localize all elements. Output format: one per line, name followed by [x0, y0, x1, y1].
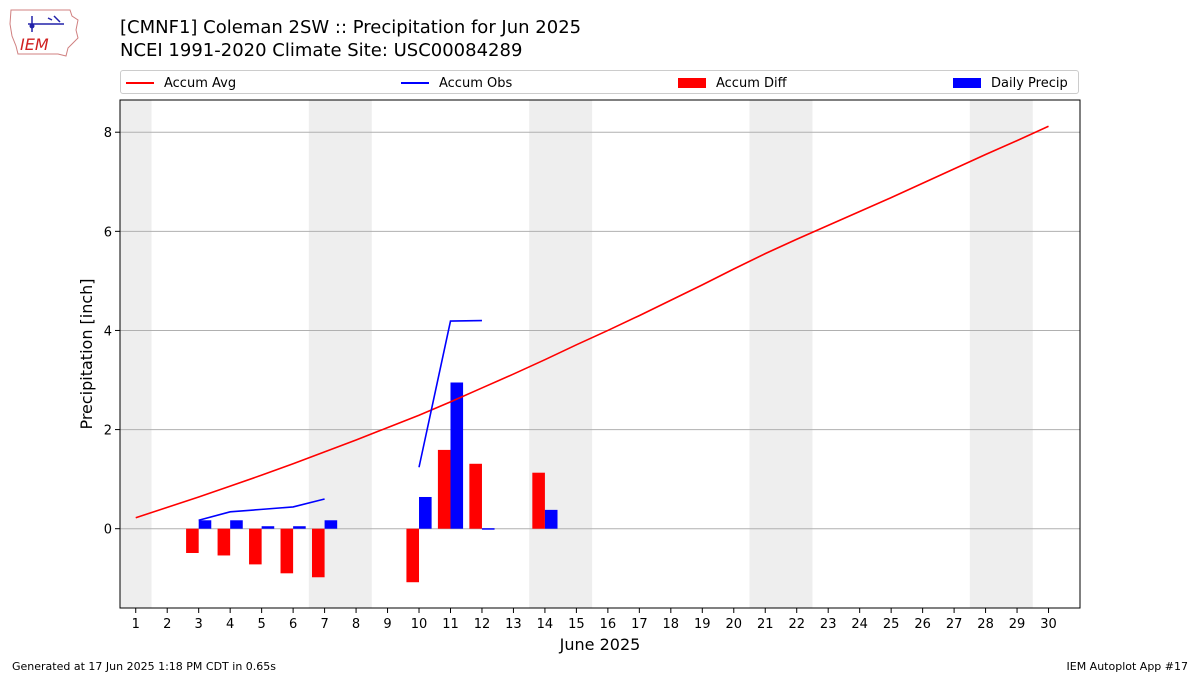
x-tick-label-8: 8: [352, 617, 360, 632]
x-tick-label-12: 12: [474, 617, 491, 632]
iem-logo: IEM: [9, 9, 79, 57]
x-tick-label-1: 1: [132, 617, 140, 632]
x-tick-label-19: 19: [694, 617, 711, 632]
x-tick-label-23: 23: [820, 617, 837, 632]
x-tick-label-9: 9: [383, 617, 391, 632]
x-tick-label-7: 7: [320, 617, 328, 632]
legend-item-accum-obs: Accum Obs: [401, 74, 512, 92]
weekend-band-1: [308, 100, 372, 608]
accum-diff-bar-day-11: [437, 449, 451, 529]
y-tick-label-6: 6: [104, 225, 112, 240]
plot-frame: [119, 99, 1081, 609]
x-tick-label-18: 18: [663, 617, 680, 632]
x-axis-label: June 2025: [559, 635, 641, 654]
legend-swatch-daily-precip: [953, 78, 981, 88]
daily-precip-bar-day-4: [230, 520, 243, 529]
x-tick-label-16: 16: [600, 617, 617, 632]
accum-diff-bar-day-14: [532, 472, 545, 529]
chart-subtitle: NCEI 1991-2020 Climate Site: USC00084289: [120, 40, 523, 61]
y-tick-label-8: 8: [104, 126, 112, 141]
y-tick-label-0: 0: [104, 523, 112, 538]
x-tick-label-27: 27: [946, 617, 963, 632]
legend-label-accum-obs: Accum Obs: [439, 75, 513, 91]
daily-precip-bar-day-11: [450, 382, 464, 529]
accum-diff-bar-day-10: [406, 528, 420, 583]
daily-precip-bar-day-14: [544, 509, 558, 529]
weekend-band-0: [120, 100, 152, 608]
footer-generated-text: Generated at 17 Jun 2025 1:18 PM CDT in …: [12, 660, 277, 673]
x-tick-label-4: 4: [226, 617, 234, 632]
daily-precip-bar-day-7: [324, 520, 338, 529]
weekend-band-2: [529, 100, 593, 608]
x-tick-label-10: 10: [411, 617, 428, 632]
station-dot: [29, 23, 35, 29]
x-tick-label-3: 3: [195, 617, 203, 632]
x-tick-label-17: 17: [631, 617, 648, 632]
x-tick-label-13: 13: [505, 617, 522, 632]
logo-text: IEM: [20, 35, 49, 54]
legend-label-accum-diff: Accum Diff: [716, 75, 787, 91]
daily-precip-bar-day-6: [293, 526, 306, 529]
x-tick-label-21: 21: [757, 617, 774, 632]
x-tick-label-22: 22: [788, 617, 805, 632]
legend-swatch-accum-obs: [401, 82, 429, 84]
x-tick-label-24: 24: [851, 617, 868, 632]
x-tick-label-25: 25: [883, 617, 900, 632]
x-tick-label-14: 14: [537, 617, 554, 632]
accum-avg-line: [135, 125, 1049, 519]
y-tick-label-4: 4: [104, 324, 112, 339]
accum-diff-bar-day-5: [249, 528, 262, 565]
y-axis-label: Precipitation [inch]: [77, 278, 96, 429]
chart-legend: Accum Avg Accum Obs Accum Diff Daily Pre…: [120, 70, 1079, 94]
daily-precip-bar-day-12: [481, 528, 495, 530]
chart-title: [CMNF1] Coleman 2SW :: Precipitation for…: [120, 17, 582, 38]
accum-diff-bar-day-7: [312, 528, 325, 578]
accum-diff-bar-day-6: [280, 528, 294, 574]
x-tick-label-20: 20: [725, 617, 742, 632]
y-tick-label-2: 2: [104, 424, 112, 439]
iowa-outline-shape: [9, 9, 79, 57]
legend-swatch-accum-diff: [678, 78, 706, 88]
legend-label-daily-precip: Daily Precip: [991, 75, 1068, 91]
legend-item-accum-avg: Accum Avg: [126, 74, 236, 92]
weekend-band-3: [749, 100, 813, 608]
x-tick-label-26: 26: [914, 617, 931, 632]
x-tick-label-29: 29: [1009, 617, 1026, 632]
footer-app-label: IEM Autoplot App #17: [1066, 660, 1189, 673]
x-tick-label-6: 6: [289, 617, 297, 632]
daily-precip-bar-day-10: [419, 496, 432, 529]
x-tick-label-2: 2: [163, 617, 171, 632]
legend-item-daily-precip: Daily Precip: [953, 74, 1068, 92]
x-tick-label-28: 28: [977, 617, 994, 632]
legend-label-accum-avg: Accum Avg: [164, 75, 237, 91]
x-tick-label-11: 11: [442, 617, 459, 632]
daily-precip-bar-day-5: [261, 526, 275, 529]
accum-diff-bar-day-12: [469, 463, 482, 529]
legend-item-accum-diff: Accum Diff: [678, 74, 787, 92]
accum-diff-bar-day-3: [186, 528, 199, 553]
x-tick-label-5: 5: [257, 617, 265, 632]
x-tick-label-30: 30: [1040, 617, 1057, 632]
weekend-band-4: [969, 100, 1033, 608]
accum-diff-bar-day-4: [217, 528, 231, 556]
accum-obs-line-segment-0: [198, 498, 325, 522]
legend-swatch-accum-avg: [126, 82, 154, 84]
x-tick-label-15: 15: [568, 617, 585, 632]
daily-precip-bar-day-3: [198, 520, 212, 529]
accum-obs-line-segment-1: [418, 319, 482, 468]
